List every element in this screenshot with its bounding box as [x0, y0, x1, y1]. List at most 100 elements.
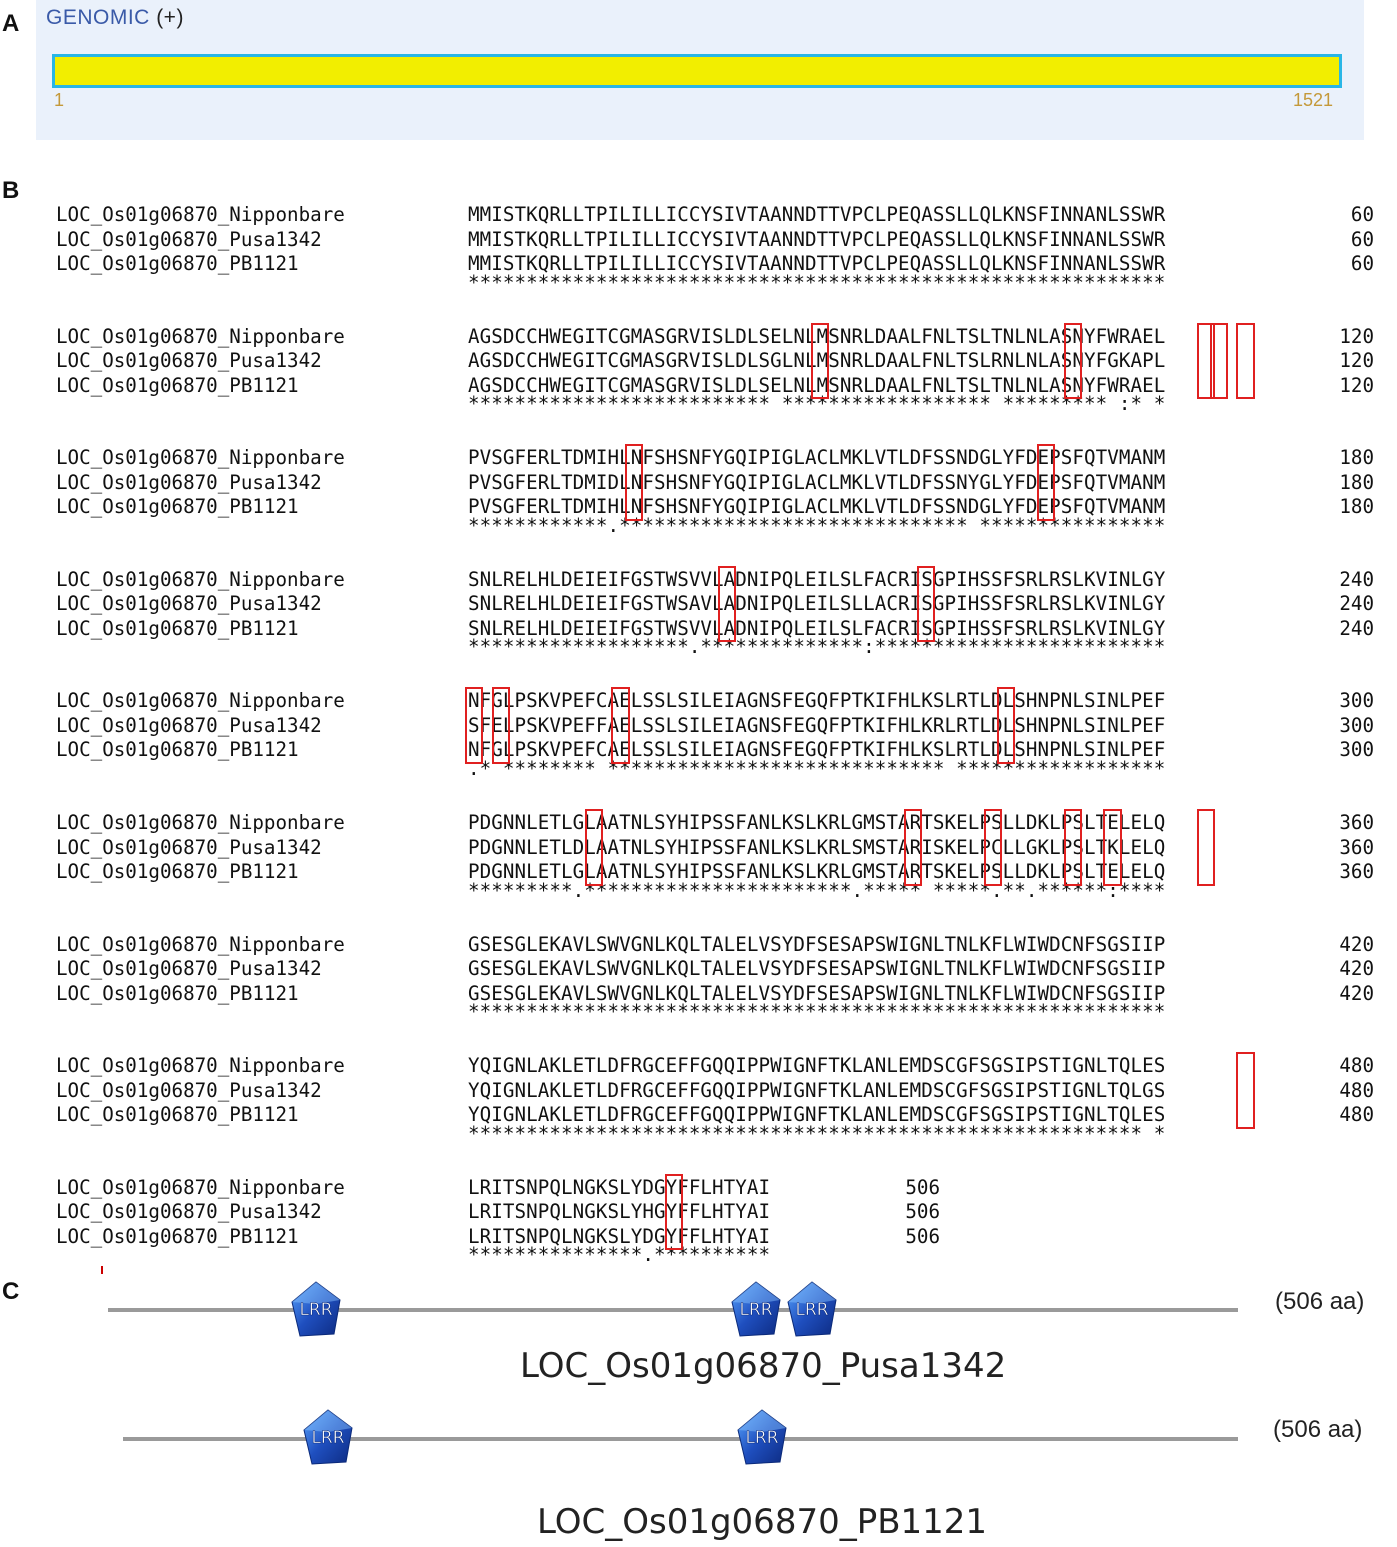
aligned-sequence: YQIGNLAKLETLDFRGCEFFGQQIPPWIGNFTKLANLEMD…	[468, 1078, 1166, 1102]
panel-label-b: B	[2, 177, 20, 204]
lrr-domain-icon	[787, 1281, 837, 1337]
sequence-name: LOC_Os01g06870_Nipponbare	[56, 567, 345, 591]
position-number: 480	[1339, 1103, 1374, 1127]
position-number: 360	[1339, 835, 1374, 859]
aligned-sequence: MMISTKQRLLTPILILLICCYSIVTAANNDTTVPCLPEQA…	[468, 227, 1166, 251]
protein-backbone-line	[123, 1437, 1238, 1441]
variant-highlight-box	[624, 444, 643, 521]
protein-length-label: (506 aa)	[1275, 1288, 1365, 1315]
variant-highlight-box	[465, 687, 484, 764]
aligned-sequence: GSESGLEKAVLSWVGNLKQLTALELVSYDFSESAPSWIGN…	[468, 981, 1166, 1005]
sequence-name: LOC_Os01g06870_Pusa1342	[56, 957, 322, 981]
red-tick-mark	[101, 1266, 103, 1274]
variant-highlight-box	[903, 809, 923, 886]
sequence-name: LOC_Os01g06870_Pusa1342	[56, 713, 322, 737]
consensus-line: ***************.**********	[468, 1243, 771, 1267]
aligned-sequence: MMISTKQRLLTPILILLICCYSIVTAANNDTTVPCLPEQA…	[468, 252, 1166, 275]
lrr-domain-icon	[737, 1409, 787, 1465]
position-number: 240	[1339, 567, 1374, 591]
aligned-sequence: SFELPSKVPEFFAELSSLSILEIAGNSFEGQFPTKIFHLK…	[468, 713, 1166, 737]
strand-label: (+)	[156, 6, 184, 29]
consensus-line: .* ******** ****************************…	[468, 756, 1166, 780]
position-number: 60	[1350, 252, 1374, 275]
lrr-domain-icon	[291, 1281, 341, 1337]
aligned-sequence: PVSGFERLTDMIDLNFSHSNFYGQIPIGLACLMKLVTLDF…	[468, 470, 1166, 494]
sequence-name: LOC_Os01g06870_Nipponbare	[56, 324, 345, 348]
variant-highlight-box	[584, 809, 603, 886]
aligned-sequence: GSESGLEKAVLSWVGNLKQLTALELVSYDFSESAPSWIGN…	[468, 932, 1166, 956]
variant-highlight-box	[1236, 1052, 1255, 1129]
variant-highlight-box	[1196, 322, 1215, 400]
sequence-name: LOC_Os01g06870_Pusa1342	[56, 227, 322, 251]
position-number: 480	[1339, 1078, 1374, 1102]
sequence-name: LOC_Os01g06870_Nipponbare	[56, 811, 345, 834]
aligned-sequence: PDGNNLETLDLAATNLSYHIPSSFANLKSLKRLSMSTARI…	[468, 835, 1166, 859]
variant-highlight-box	[491, 687, 510, 764]
position-number: 300	[1339, 738, 1374, 762]
position-number: 506	[905, 1175, 940, 1199]
variant-highlight-box	[664, 1173, 683, 1251]
protein-name-label: LOC_Os01g06870_Pusa1342	[520, 1346, 1007, 1386]
variant-highlight-box	[717, 565, 736, 643]
sequence-name: LOC_Os01g06870_PB1121	[56, 616, 299, 640]
panel-label-c: C	[2, 1278, 20, 1305]
protein-name-label: LOC_Os01g06870_PB1121	[537, 1502, 988, 1542]
position-number: 300	[1339, 713, 1374, 737]
position-number: 360	[1339, 860, 1374, 883]
position-number: 120	[1339, 373, 1374, 397]
lrr-domain-icon	[303, 1409, 353, 1465]
position-number: 240	[1339, 616, 1374, 640]
consensus-line: ****************************************…	[468, 1000, 1166, 1024]
position-number: 180	[1339, 495, 1374, 519]
genomic-label: GENOMIC	[46, 6, 150, 29]
position-number: 506	[905, 1224, 940, 1248]
position-number: 120	[1339, 324, 1374, 348]
variant-highlight-box	[997, 687, 1016, 764]
variant-highlight-box	[810, 322, 830, 400]
consensus-line: ****************************************…	[468, 270, 1166, 294]
lrr-domain-icon	[731, 1281, 781, 1337]
position-number: 180	[1339, 446, 1374, 470]
sequence-name: LOC_Os01g06870_Nipponbare	[56, 1054, 345, 1078]
genomic-bar	[52, 54, 1342, 88]
aligned-sequence: NFGLPSKVPEFCAELSSLSILEIAGNSFEGQFPTKIFHLK…	[468, 689, 1166, 713]
sequence-name: LOC_Os01g06870_PB1121	[56, 373, 299, 397]
aligned-sequence: SNLRELHLDEIEIFGSTWSVVLADNIPQLEILSLFACRIS…	[468, 616, 1166, 640]
sequence-name: LOC_Os01g06870_Nipponbare	[56, 446, 345, 470]
variant-highlight-box	[611, 687, 630, 764]
variant-highlight-box	[1063, 809, 1082, 886]
aligned-sequence: LRITSNPQLNGKSLYDGYFFLHTYAI	[468, 1175, 771, 1199]
scale-end-label: 1521	[1293, 90, 1334, 110]
sequence-name: LOC_Os01g06870_Pusa1342	[56, 349, 322, 373]
sequence-name: LOC_Os01g06870_PB1121	[56, 252, 299, 275]
consensus-line: ************.***************************…	[468, 513, 1166, 537]
aligned-sequence: LRITSNPQLNGKSLYDGYFFLHTYAI	[468, 1224, 771, 1248]
aligned-sequence: PDGNNLETLGLAATNLSYHIPSSFANLKSLKRLGMSTART…	[468, 860, 1166, 883]
sequence-name: LOC_Os01g06870_PB1121	[56, 1224, 299, 1248]
position-number: 180	[1339, 470, 1374, 494]
position-number: 420	[1339, 932, 1374, 956]
position-number: 240	[1339, 592, 1374, 616]
position-number: 420	[1339, 981, 1374, 1005]
sequence-name: LOC_Os01g06870_Nipponbare	[56, 932, 345, 956]
consensus-line: *******************.**************:*****…	[468, 635, 1166, 659]
aligned-sequence: YQIGNLAKLETLDFRGCEFFGQQIPPWIGNFTKLANLEMD…	[468, 1103, 1166, 1127]
sequence-name: LOC_Os01g06870_PB1121	[56, 860, 299, 883]
aligned-sequence: AGSDCCHWEGITCGMASGRVISLDLSELNLMSNRLDAALF…	[468, 373, 1166, 397]
position-number: 360	[1339, 811, 1374, 834]
aligned-sequence: LRITSNPQLNGKSLYHGYFFLHTYAI	[468, 1200, 771, 1224]
variant-highlight-box	[1209, 322, 1229, 400]
variant-highlight-box	[983, 809, 1002, 886]
variant-highlight-box	[1103, 809, 1122, 886]
position-number: 506	[905, 1200, 940, 1224]
sequence-name: LOC_Os01g06870_Pusa1342	[56, 592, 322, 616]
genomic-track-title: GENOMIC (+)	[46, 6, 184, 30]
protein-length-label: (506 aa)	[1273, 1416, 1363, 1443]
aligned-sequence: PDGNNLETLGLAATNLSYHIPSSFANLKSLKRLGMSTART…	[468, 811, 1166, 834]
sequence-name: LOC_Os01g06870_Pusa1342	[56, 470, 322, 494]
position-number: 300	[1339, 689, 1374, 713]
sequence-name: LOC_Os01g06870_PB1121	[56, 981, 299, 1005]
sequence-name: LOC_Os01g06870_Pusa1342	[56, 835, 322, 859]
aligned-sequence: AGSDCCHWEGITCGMASGRVISLDLSGLNLMSNRLDAALF…	[468, 349, 1166, 373]
aligned-sequence: GSESGLEKAVLSWVGNLKQLTALELVSYDFSESAPSWIGN…	[468, 957, 1166, 981]
